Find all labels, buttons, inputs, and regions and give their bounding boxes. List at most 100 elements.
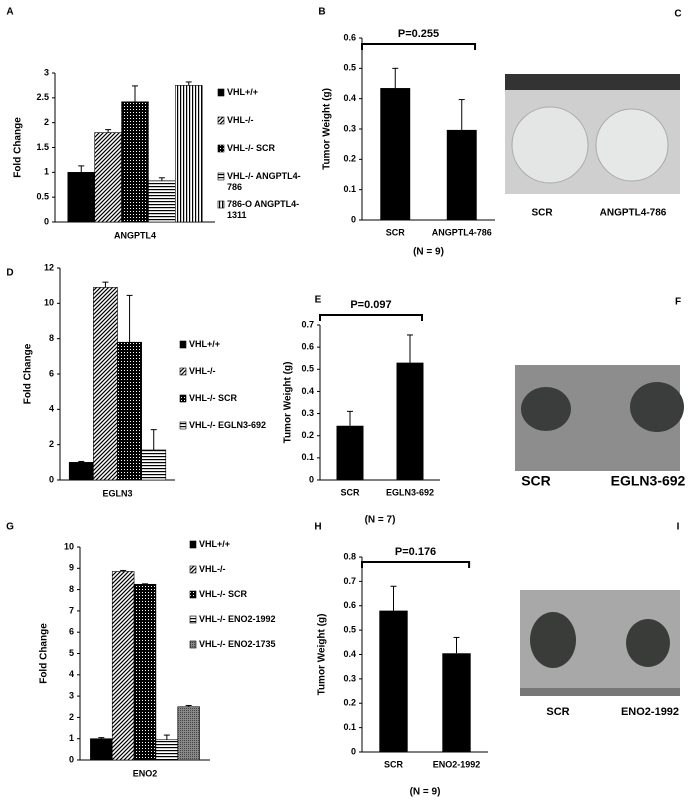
y-tick-label: 12 [44,262,54,272]
bar [442,653,471,752]
error-bar [105,129,112,133]
legend-swatch [217,200,225,209]
y-tick-label: 2 [69,712,74,722]
bar [93,287,118,481]
error-bar [453,636,460,654]
y-tick-label: 10 [44,298,54,308]
legend-label: VHL-/- [199,564,226,574]
legend-item: VHL+/+ [199,539,231,549]
y-tick-label: 4 [49,404,54,414]
error-bar [102,281,109,288]
y-tick-label: 0.3 [343,673,356,683]
error-bar [185,81,192,86]
y-tick-label: 0 [69,754,74,764]
y-tick-label: 10 [64,541,74,551]
y-axis-title: Tumor Weight (g) [283,362,294,444]
legend-item: VHL-/- SCR [199,589,247,599]
y-tick-label: 1.5 [36,142,49,152]
x-tick-label: ANGPTL4-786 [432,227,492,237]
legend-item: VHL-/- [189,366,216,376]
y-tick-label: 0.6 [343,32,356,42]
legend-label: VHL-/- SCR [189,393,237,403]
bar [68,462,94,481]
y-axis-title: Fold Change [39,623,50,684]
bar [446,129,477,220]
error-bar [158,177,165,181]
y-tick-label: 0.2 [343,698,356,708]
legend-swatch [217,172,225,181]
legend-item: VHL-/- EGLN3-692 [189,420,266,430]
error-bar [392,67,399,89]
sample-size: (N = 9) [410,787,441,798]
legend-label: VHL+/+ [199,539,231,549]
error-bar [458,99,465,130]
legend-item: VHL-/- [227,115,254,125]
bar [121,101,149,223]
p-value: P=0.255 [398,28,439,40]
y-axis-title: Fold Change [13,117,24,178]
legend-item: VHL-/- SCR [189,393,237,403]
y-tick-label: 0.3 [301,408,314,418]
error-bar [185,704,192,707]
ruler [505,74,680,90]
bar [148,180,176,223]
legend-swatch [189,615,197,624]
legend-swatch [189,640,197,649]
p-value: P=0.097 [350,299,391,311]
y-tick-label: 0 [351,746,356,756]
legend-swatch [179,367,187,376]
y-tick-label: 0 [309,474,314,484]
y-tick-label: 7 [69,605,74,615]
legend-label: VHL-/- ANGPTL4-786 [227,171,301,192]
error-bar [132,85,138,102]
y-tick-label: 0.7 [301,319,314,329]
error-bar [347,410,353,426]
bar [380,88,411,220]
panel-letter: D [6,268,13,279]
legend-label: VHL-/- SCR [199,589,247,599]
bar [90,738,113,761]
error-bar [126,294,133,343]
bar [133,583,157,761]
y-tick-label: 4 [69,669,74,679]
photo-label: ENO2-1992 [621,706,679,718]
y-tick-label: 9 [69,563,74,573]
tumor [511,106,589,184]
tumor [530,612,576,668]
panel-letter: A [6,7,13,18]
x-tick-label: ENO2-1992 [433,759,481,769]
legend-item: VHL-/- [199,564,226,574]
tumor [626,619,670,667]
x-tick-label: SCR [340,487,360,497]
panel-letter: I [677,522,680,533]
y-tick-label: 0.1 [343,184,356,194]
x-tick-label: SCR [386,227,406,237]
legend-swatch [217,144,225,153]
bar [177,706,200,761]
y-tick-label: 2 [49,439,54,449]
error-bar [120,569,127,572]
significance-bracket [319,314,423,321]
legend-swatch [179,340,187,349]
panel-letter: B [318,7,325,18]
bar [117,341,142,481]
panel-letter: G [6,522,14,533]
x-tick-label: EGLN3-692 [386,487,434,497]
y-tick-label: 0.7 [343,576,356,586]
significance-bracket [361,561,471,568]
photo-label: SCR [521,473,551,489]
y-tick-label: 0.4 [343,649,356,659]
sample-size: (N = 7) [365,515,396,526]
y-tick-label: 0.3 [343,123,356,133]
y-tick-label: 8 [49,333,54,343]
y-tick-label: 5 [69,648,74,658]
error-bar [78,165,85,173]
y-tick-label: 0.5 [343,63,356,73]
photo-label: ANGPTL4-786 [600,208,667,219]
y-tick-label: 0.8 [343,551,356,561]
bar [175,85,203,223]
ruler [520,688,680,696]
y-tick-label: 0.2 [343,154,356,164]
legend-swatch [217,88,225,97]
